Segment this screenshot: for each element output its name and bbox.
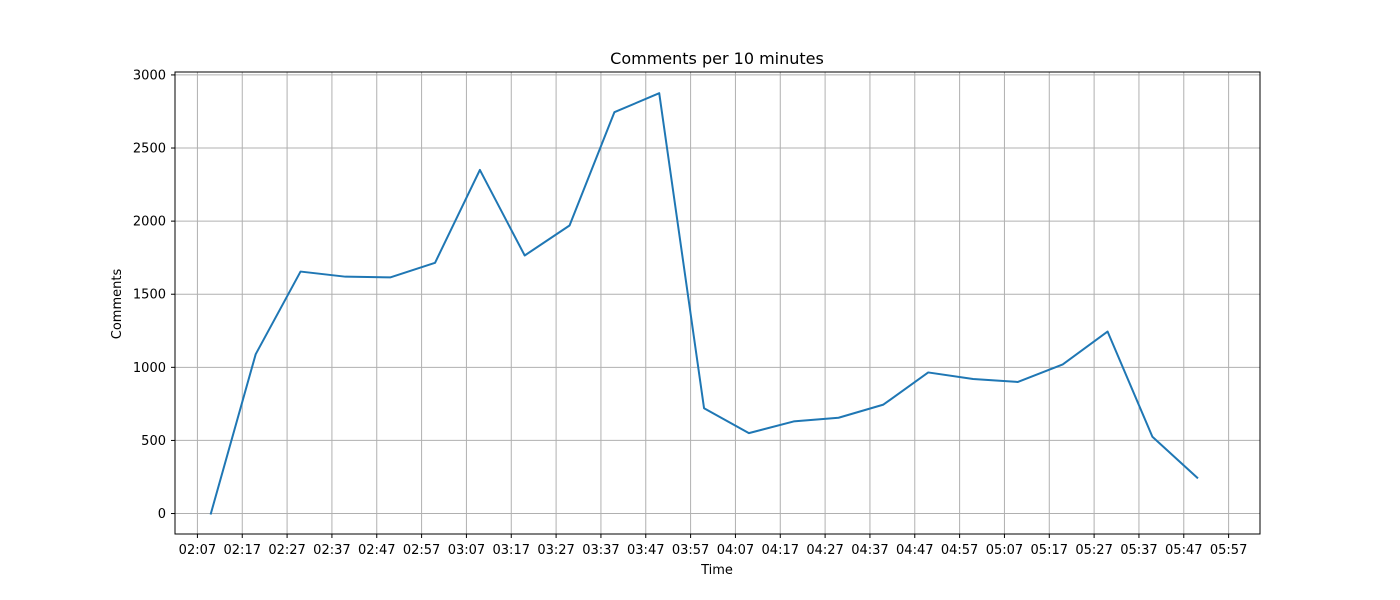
x-axis-label: Time (700, 563, 733, 578)
x-tick-label: 05:47 (1165, 543, 1202, 558)
x-tick-label: 02:17 (224, 543, 261, 558)
data-point (255, 353, 257, 355)
x-tick-label: 02:07 (179, 543, 216, 558)
data-point (300, 271, 302, 273)
x-tick-label: 05:27 (1075, 543, 1112, 558)
x-tick-label: 05:37 (1120, 543, 1157, 558)
y-tick-label: 3000 (133, 68, 166, 83)
series-layer (209, 92, 1199, 515)
y-axis-label: Comments (110, 269, 125, 340)
data-point (479, 169, 481, 171)
data-point (210, 513, 212, 515)
y-tick-label: 1000 (133, 361, 166, 376)
data-point (1017, 381, 1019, 383)
chart-title: Comments per 10 minutes (610, 49, 824, 68)
x-tick-label: 05:57 (1210, 543, 1247, 558)
y-tick-label: 500 (141, 434, 166, 449)
ticks: 02:07 02:17 02:27 02:37 02:47 02:57 03:07 03:17… (133, 68, 1247, 558)
x-tick-label: 03:17 (493, 543, 530, 558)
data-point (524, 254, 526, 256)
data-point (703, 407, 705, 409)
data-point (1196, 477, 1198, 479)
x-tick-label: 02:47 (358, 543, 395, 558)
x-tick-label: 04:17 (762, 543, 799, 558)
data-point (793, 420, 795, 422)
data-point (434, 262, 436, 264)
data-point (882, 404, 884, 406)
y-tick-label: 2500 (133, 142, 166, 157)
x-tick-label: 05:17 (1031, 543, 1068, 558)
x-tick-label: 03:47 (627, 543, 664, 558)
data-point (838, 417, 840, 419)
data-point (658, 92, 660, 94)
y-tick-label: 0 (158, 507, 166, 522)
data-point (613, 111, 615, 113)
data-point (389, 276, 391, 278)
data-point (972, 378, 974, 380)
x-tick-label: 04:57 (941, 543, 978, 558)
x-tick-label: 03:27 (537, 543, 574, 558)
x-tick-label: 04:47 (896, 543, 933, 558)
x-tick-label: 04:37 (851, 543, 888, 558)
x-tick-label: 03:57 (672, 543, 709, 558)
x-tick-label: 02:57 (403, 543, 440, 558)
x-tick-label: 04:27 (806, 543, 843, 558)
data-point (748, 432, 750, 434)
data-point (344, 276, 346, 278)
x-tick-label: 02:37 (313, 543, 350, 558)
y-tick-label: 1500 (133, 288, 166, 303)
data-point (1151, 436, 1153, 438)
grid-lines (175, 72, 1260, 534)
data-point (569, 225, 571, 227)
x-tick-label: 05:07 (986, 543, 1023, 558)
y-tick-label: 2000 (133, 215, 166, 230)
data-point (927, 371, 929, 373)
x-tick-label: 03:37 (582, 543, 619, 558)
series-line (209, 92, 1199, 515)
data-point (1107, 331, 1109, 333)
x-tick-label: 03:07 (448, 543, 485, 558)
data-point (1062, 363, 1064, 365)
x-tick-label: 02:27 (268, 543, 305, 558)
plot-area-frame (174, 71, 1261, 535)
axes (174, 71, 1261, 535)
x-tick-label: 04:07 (717, 543, 754, 558)
